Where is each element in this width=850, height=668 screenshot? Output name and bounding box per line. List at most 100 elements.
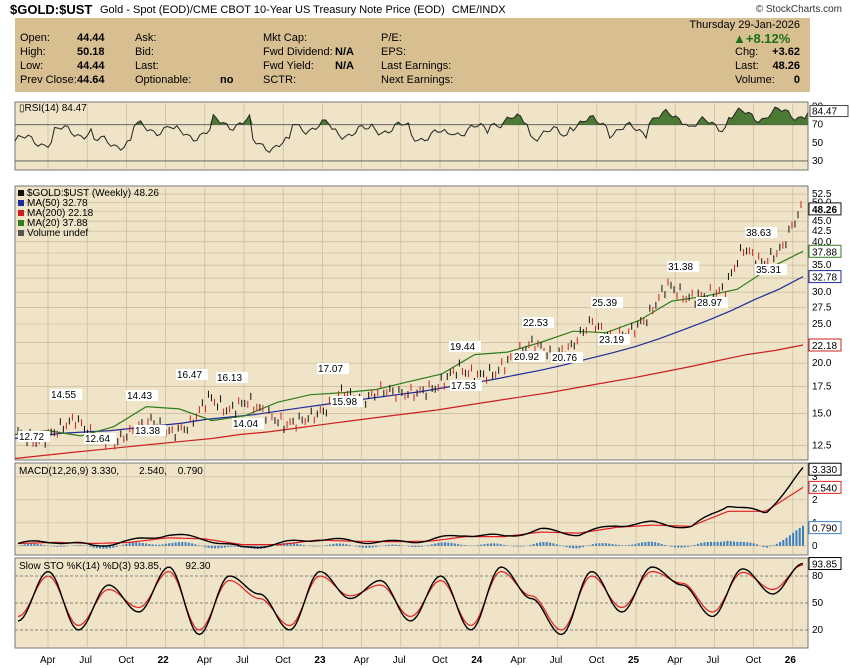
macd-hist-bar	[128, 543, 131, 546]
rsi-ytick: 30	[812, 156, 824, 167]
macd-hist-bar	[627, 545, 630, 546]
chart-description: Gold - Spot (EOD)/CME CBOT 10-Year US Tr…	[100, 4, 506, 16]
x-tick-label: 22	[158, 655, 170, 666]
price-annotation-label: 16.47	[177, 370, 202, 381]
macd-line	[17, 466, 804, 549]
macd-hist-bar	[207, 545, 210, 548]
macd-hist-bar	[33, 543, 36, 546]
macd-hist-bar	[621, 545, 624, 546]
macd-hist-bar	[496, 543, 499, 546]
macd-hist-bar	[443, 542, 446, 546]
price-annotation-box	[551, 352, 583, 363]
macd-hist-bar	[427, 545, 430, 546]
rsi-last-value: 84.47	[812, 107, 837, 118]
macd-hist-bar	[677, 545, 680, 548]
price-legend-swatch	[18, 200, 24, 206]
info-row-date: Thursday 29-Jan-2026	[15, 18, 810, 32]
macd-hist-bar	[115, 545, 118, 547]
macd-hist-bar	[62, 545, 65, 547]
x-tick-label: 25	[628, 655, 640, 666]
info-row-1: Open: 44.44 Ask: Mkt Cap: P/E: ▲+8.12%	[15, 31, 810, 46]
macd-hist-bar	[460, 544, 463, 546]
macd-hist-bar	[184, 542, 187, 546]
rsi-line	[14, 106, 809, 154]
macd-legend-1: 2.540,	[139, 466, 167, 477]
macd-hist-bar	[558, 545, 561, 546]
macd-hist-bar	[575, 545, 578, 549]
macd-hist-bar	[30, 543, 33, 546]
description-text: Gold - Spot (EOD)/CME CBOT 10-Year US Tr…	[100, 4, 445, 16]
macd-hist-bar	[522, 545, 525, 547]
x-tick-label: Oct	[118, 655, 134, 666]
macd-hist-bar	[749, 542, 752, 546]
macd-hist-bar	[463, 545, 466, 546]
macd-hist-bar	[483, 544, 486, 546]
macd-hist-bar	[59, 545, 62, 547]
macd-hist-bar	[687, 545, 690, 547]
x-tick-label: 26	[785, 655, 797, 666]
macd-hist-bar	[591, 544, 594, 546]
macd-hist-bar	[779, 542, 782, 546]
macd-hist-bar	[739, 541, 742, 546]
macd-hist-bar	[417, 545, 420, 547]
macd-hist-bar	[555, 544, 558, 546]
macd-hist-bar	[227, 545, 230, 548]
exchange-text: CME/INDX	[451, 4, 506, 16]
macd-hist-bar	[335, 543, 338, 546]
macd-hist-bar	[503, 544, 506, 546]
macd-hist-bar	[641, 542, 644, 546]
eps-label: EPS:	[381, 46, 407, 58]
price-legend-2: MA(200) 22.18	[27, 208, 94, 219]
macd-hist-bar	[79, 545, 82, 546]
macd-hist-bar	[769, 545, 772, 547]
price-annotation-label: 20.76	[552, 353, 577, 364]
macd-hist-bar	[618, 544, 621, 546]
price-legend-swatch	[18, 190, 24, 196]
macd-hist-bar	[765, 545, 768, 548]
sto-ytick: 80	[812, 571, 824, 582]
macd-hist-bar	[595, 543, 598, 546]
price-last-box	[808, 244, 842, 258]
macd-hist-bar	[430, 544, 433, 546]
price-legend-swatch	[18, 230, 24, 236]
macd-hist-bar	[634, 543, 637, 546]
price-annotation-box	[317, 363, 349, 374]
pct-change: ▲+8.12%	[733, 31, 791, 46]
macd-hist-bar	[174, 542, 177, 546]
price-legend-1: MA(50) 32.78	[27, 198, 88, 209]
macd-hist-bar	[286, 542, 289, 546]
macd-hist-bar	[23, 544, 26, 546]
macd-legend-0: MACD(12,26,9) 3.330,	[19, 466, 119, 477]
sto-k-line	[17, 562, 804, 636]
macd-hist-bar	[141, 542, 144, 546]
rsi-overbought-fill	[15, 107, 808, 125]
price-legend-3: MA(20) 37.88	[27, 218, 88, 229]
sto-ytick: 50	[812, 598, 824, 609]
macd-hist-bar	[512, 545, 515, 547]
price-annotation-box	[513, 351, 545, 362]
prev-close-label: Prev Close:	[20, 74, 77, 86]
price-legend-swatch	[18, 210, 24, 216]
price-last-value: 37.88	[812, 247, 837, 258]
macd-hist-bar	[315, 545, 318, 547]
macd-hist-bar	[237, 545, 240, 548]
macd-ytick: 0	[812, 541, 818, 552]
copyright-text: © StockCharts.com	[755, 4, 842, 15]
macd-hist-bar	[545, 542, 548, 546]
x-tick-label: Oct	[589, 655, 605, 666]
macd-hist-bar	[519, 545, 522, 547]
macd-hist-bar	[220, 545, 223, 548]
volume-label: Volume:	[735, 74, 775, 86]
macd-hist-bar	[723, 541, 726, 546]
macd-hist-bar	[654, 542, 657, 546]
macd-hist-bar	[420, 545, 423, 547]
macd-hist-bar	[657, 543, 660, 546]
price-ytick: 42.5	[812, 226, 832, 237]
macd-hist-bar	[371, 545, 374, 548]
price-annotation-label: 15.98	[332, 397, 357, 408]
high-value: 50.18	[77, 46, 105, 58]
macd-hist-bar	[733, 541, 736, 546]
price-annotation-box	[331, 396, 363, 407]
